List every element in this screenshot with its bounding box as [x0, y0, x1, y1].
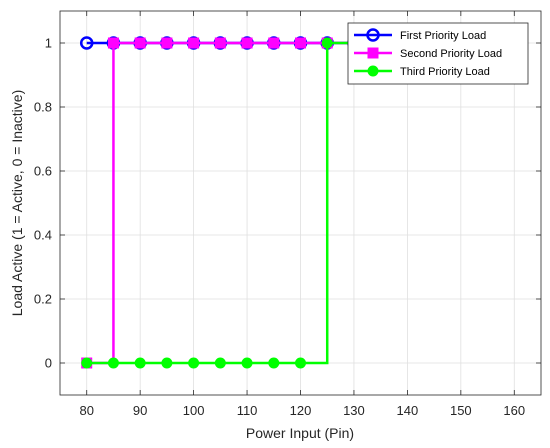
x-tick-label: 150 [450, 403, 472, 418]
data-point-second-priority [188, 37, 200, 49]
data-point-second-priority [107, 37, 119, 49]
legend-entry-third-priority: Third Priority Load [354, 65, 490, 78]
y-tick-label: 0.6 [34, 164, 52, 179]
y-axis-ticks: 0 0.2 0.4 0.6 0.8 1 [34, 36, 541, 371]
x-tick-label: 120 [290, 403, 312, 418]
plot-frame [59, 10, 542, 396]
x-tick-label: 110 [237, 403, 258, 418]
data-point-third-priority [107, 357, 119, 369]
data-point-second-priority [241, 37, 253, 49]
legend-entry-second-priority: Second Priority Load [354, 47, 502, 60]
x-tick-label: 100 [183, 403, 205, 418]
x-tick-label: 140 [397, 403, 419, 418]
legend-swatch-marker [367, 65, 379, 77]
data-point-third-priority [295, 357, 306, 369]
data-point-third-priority [188, 357, 200, 369]
legend-label: First Priority Load [400, 30, 486, 42]
y-tick-label: 0 [45, 356, 52, 371]
data-point-second-priority [161, 37, 173, 49]
legend-label: Second Priority Load [400, 48, 502, 60]
data-point-third-priority [214, 357, 226, 369]
legend-swatch-marker [367, 47, 379, 59]
data-point-first-priority [79, 36, 94, 50]
legend-label: Third Priority Load [400, 66, 490, 78]
y-axis-label: Load Active (1 = Active, 0 = Inactive) [9, 90, 25, 316]
data-point-third-priority [268, 357, 280, 369]
legend: First Priority Load Second Priority Load T… [347, 22, 529, 85]
y-tick-label: 1 [45, 36, 52, 51]
data-point-second-priority [134, 37, 146, 49]
data-point-second-priority [214, 37, 226, 49]
data-point-third-priority [134, 357, 146, 369]
x-tick-label: 80 [79, 403, 93, 418]
x-axis-label: Power Input (Pin) [246, 425, 354, 441]
data-point-third-priority [321, 37, 333, 49]
data-point-third-priority [241, 357, 253, 369]
x-tick-label: 130 [343, 403, 365, 418]
y-tick-label: 0.2 [34, 292, 52, 307]
data-point-third-priority [81, 357, 93, 369]
y-tick-label: 0.4 [34, 228, 52, 243]
data-point-second-priority [268, 37, 280, 49]
legend-swatch-marker [366, 28, 380, 42]
x-tick-label: 160 [503, 403, 525, 418]
data-point-second-priority [295, 37, 306, 49]
x-axis-ticks: 80 90 100 110 120 130 140 150 160 [79, 11, 525, 418]
y-tick-label: 0.8 [34, 100, 52, 115]
legend-entry-first-priority: First Priority Load [354, 28, 486, 42]
data-point-third-priority [161, 357, 173, 369]
x-tick-label: 90 [133, 403, 147, 418]
